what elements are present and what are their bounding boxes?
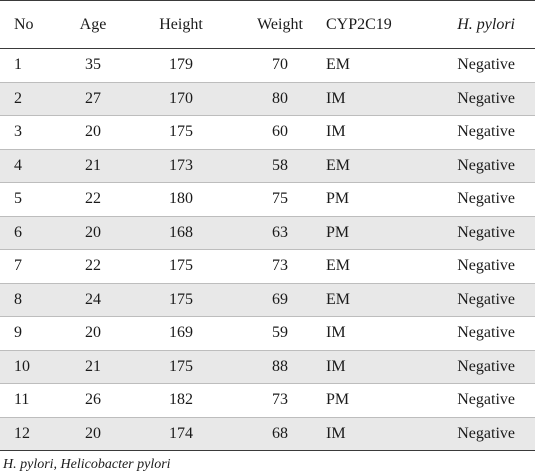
table-row: 10 21 175 88 IM Negative bbox=[0, 350, 535, 384]
cell-h-pylori: Negative bbox=[457, 257, 515, 275]
cell-cyp2c19: PM bbox=[326, 190, 350, 208]
cell-cyp2c19: IM bbox=[326, 324, 346, 342]
cell-h-pylori: Negative bbox=[457, 89, 515, 107]
header-row: No Age Height Weight CYP2C19 H. pylori bbox=[0, 0, 535, 49]
cell-no: 10 bbox=[14, 357, 30, 375]
table-row: 12 20 174 68 IM Negative bbox=[0, 417, 535, 451]
cell-weight: 80 bbox=[272, 89, 288, 107]
cell-height: 175 bbox=[169, 357, 193, 375]
cell-cyp2c19: EM bbox=[326, 156, 350, 174]
cell-cyp2c19: PM bbox=[326, 391, 350, 409]
cell-height: 175 bbox=[169, 123, 193, 141]
cell-height: 175 bbox=[169, 257, 193, 275]
cell-h-pylori: Negative bbox=[457, 56, 515, 74]
cell-h-pylori: Negative bbox=[457, 123, 515, 141]
cell-height: 173 bbox=[169, 156, 193, 174]
cell-age: 21 bbox=[85, 357, 101, 375]
cell-height: 175 bbox=[169, 290, 193, 308]
cell-h-pylori: Negative bbox=[457, 324, 515, 342]
cell-age: 22 bbox=[85, 257, 101, 275]
table-row: 3 20 175 60 IM Negative bbox=[0, 116, 535, 149]
cell-height: 168 bbox=[169, 223, 193, 241]
cell-age: 20 bbox=[85, 424, 101, 442]
cell-no: 3 bbox=[14, 123, 22, 141]
cell-age: 26 bbox=[85, 391, 101, 409]
table-row: 7 22 175 73 EM Negative bbox=[0, 250, 535, 283]
cell-h-pylori: Negative bbox=[457, 156, 515, 174]
cell-cyp2c19: IM bbox=[326, 357, 346, 375]
cell-weight: 60 bbox=[272, 123, 288, 141]
cell-h-pylori: Negative bbox=[457, 223, 515, 241]
cell-age: 20 bbox=[85, 123, 101, 141]
cell-cyp2c19: PM bbox=[326, 223, 350, 241]
cell-height: 169 bbox=[169, 324, 193, 342]
table-row: 4 21 173 58 EM Negative bbox=[0, 149, 535, 183]
cell-h-pylori: Negative bbox=[457, 190, 515, 208]
cell-no: 5 bbox=[14, 190, 22, 208]
cell-weight: 68 bbox=[272, 424, 288, 442]
cell-no: 1 bbox=[14, 56, 22, 74]
cell-no: 2 bbox=[14, 89, 22, 107]
cell-no: 11 bbox=[14, 391, 30, 409]
header-height: Height bbox=[159, 15, 203, 33]
table-footnote: H. pylori, Helicobacter pylori bbox=[3, 457, 171, 472]
table-body: 1 35 179 70 EM Negative 2 27 170 80 IM Negative 3 20 1… bbox=[0, 49, 535, 451]
cell-weight: 73 bbox=[272, 257, 288, 275]
cell-cyp2c19: IM bbox=[326, 123, 346, 141]
cell-height: 182 bbox=[169, 391, 193, 409]
cell-height: 180 bbox=[169, 190, 193, 208]
cell-no: 6 bbox=[14, 223, 22, 241]
cell-weight: 70 bbox=[272, 56, 288, 74]
cell-no: 4 bbox=[14, 156, 22, 174]
cell-h-pylori: Negative bbox=[457, 391, 515, 409]
cell-height: 174 bbox=[169, 424, 193, 442]
table-row: 2 27 170 80 IM Negative bbox=[0, 82, 535, 116]
subject-characteristics-table: No Age Height Weight CYP2C19 H. pylori 1… bbox=[0, 0, 535, 451]
header-weight: Weight bbox=[257, 15, 303, 33]
cell-h-pylori: Negative bbox=[457, 290, 515, 308]
cell-weight: 75 bbox=[272, 190, 288, 208]
header-age: Age bbox=[79, 15, 107, 33]
header-cyp2c19: CYP2C19 bbox=[326, 15, 392, 33]
cell-age: 20 bbox=[85, 223, 101, 241]
cell-weight: 73 bbox=[272, 391, 288, 409]
cell-height: 179 bbox=[169, 56, 193, 74]
cell-height: 170 bbox=[169, 89, 193, 107]
cell-cyp2c19: EM bbox=[326, 257, 350, 275]
cell-cyp2c19: IM bbox=[326, 89, 346, 107]
cell-weight: 63 bbox=[272, 223, 288, 241]
cell-no: 7 bbox=[14, 257, 22, 275]
cell-age: 21 bbox=[85, 156, 101, 174]
cell-h-pylori: Negative bbox=[457, 357, 515, 375]
cell-weight: 88 bbox=[272, 357, 288, 375]
cell-age: 24 bbox=[85, 290, 101, 308]
table-header: No Age Height Weight CYP2C19 H. pylori bbox=[0, 0, 535, 49]
cell-no: 12 bbox=[14, 424, 30, 442]
cell-cyp2c19: IM bbox=[326, 424, 346, 442]
cell-no: 9 bbox=[14, 324, 22, 342]
cell-cyp2c19: EM bbox=[326, 290, 350, 308]
table-row: 9 20 169 59 IM Negative bbox=[0, 317, 535, 350]
table-row: 5 22 180 75 PM Negative bbox=[0, 183, 535, 216]
cell-weight: 69 bbox=[272, 290, 288, 308]
header-no: No bbox=[14, 15, 34, 33]
cell-no: 8 bbox=[14, 290, 22, 308]
cell-age: 27 bbox=[85, 89, 101, 107]
table-row: 11 26 182 73 PM Negative bbox=[0, 384, 535, 417]
cell-age: 20 bbox=[85, 324, 101, 342]
cell-weight: 58 bbox=[272, 156, 288, 174]
table-row: 8 24 175 69 EM Negative bbox=[0, 283, 535, 317]
cell-weight: 59 bbox=[272, 324, 288, 342]
table-row: 1 35 179 70 EM Negative bbox=[0, 49, 535, 82]
header-h-pylori: H. pylori bbox=[457, 15, 515, 33]
cell-h-pylori: Negative bbox=[457, 424, 515, 442]
cell-age: 22 bbox=[85, 190, 101, 208]
cell-age: 35 bbox=[85, 56, 101, 74]
data-table-container: No Age Height Weight CYP2C19 H. pylori 1… bbox=[0, 0, 535, 451]
table-row: 6 20 168 63 PM Negative bbox=[0, 216, 535, 250]
cell-cyp2c19: EM bbox=[326, 56, 350, 74]
